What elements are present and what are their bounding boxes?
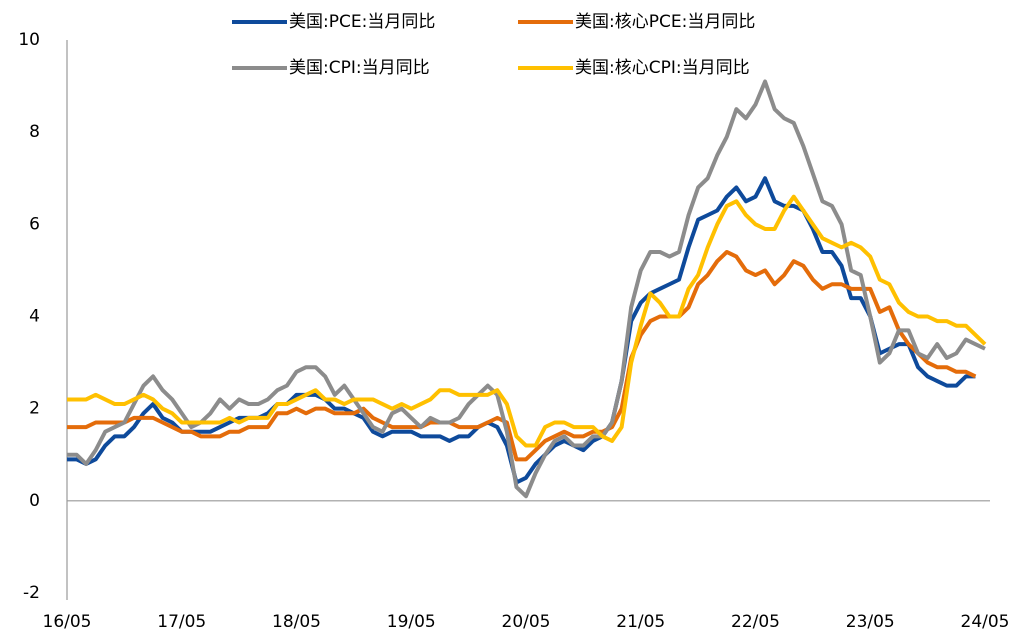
x-tick-label: 17/05 bbox=[157, 612, 206, 632]
y-tick-label: 2 bbox=[29, 399, 40, 419]
y-tick-label: 4 bbox=[29, 307, 40, 327]
y-tick-label: 0 bbox=[29, 491, 40, 511]
x-tick-label: 22/05 bbox=[731, 612, 780, 632]
y-tick-label: -2 bbox=[23, 583, 40, 603]
x-tick-label: 23/05 bbox=[846, 612, 895, 632]
x-tick-label: 20/05 bbox=[502, 612, 551, 632]
x-tick-label: 24/05 bbox=[961, 612, 1010, 632]
x-tick-label: 18/05 bbox=[272, 612, 321, 632]
y-tick-label: 6 bbox=[29, 214, 40, 234]
x-tick-label: 16/05 bbox=[43, 612, 92, 632]
series-line bbox=[67, 176, 976, 485]
series-line bbox=[67, 249, 977, 462]
x-tick-label: 21/05 bbox=[616, 612, 665, 632]
legend-label: 美国:核心CPI:当月同比 bbox=[575, 58, 750, 78]
y-tick-label: 8 bbox=[29, 122, 40, 142]
x-tick-label: 19/05 bbox=[387, 612, 436, 632]
y-tick-label: 10 bbox=[18, 30, 40, 50]
series-line bbox=[67, 194, 987, 448]
legend-label: 美国:CPI:当月同比 bbox=[289, 58, 430, 78]
legend-label: 美国:核心PCE:当月同比 bbox=[575, 12, 755, 32]
legend-label: 美国:PCE:当月同比 bbox=[289, 12, 435, 32]
series-line bbox=[67, 79, 986, 499]
